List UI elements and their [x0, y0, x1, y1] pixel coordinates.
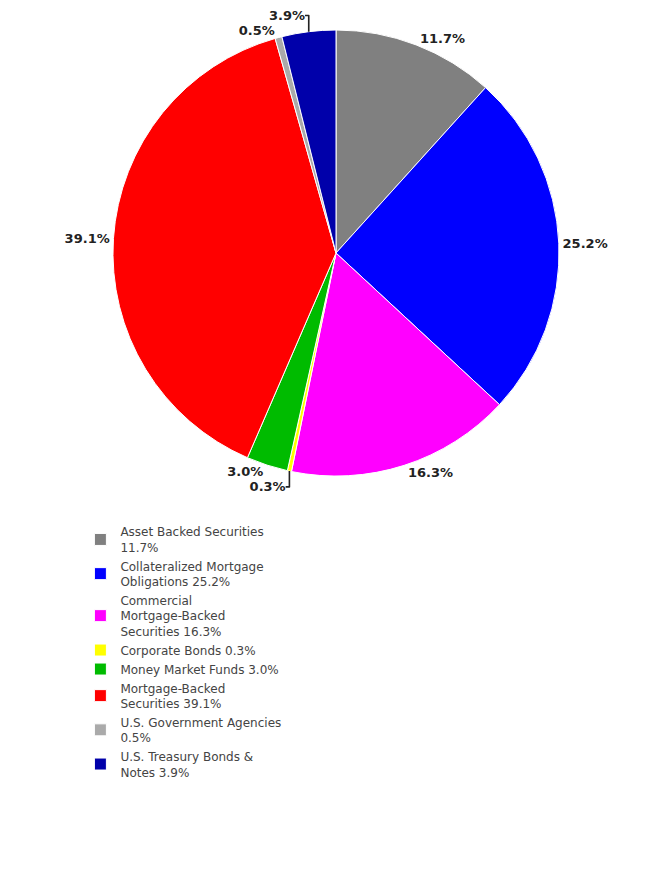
- svg-text:Asset Backed Securities11.7%: Asset Backed Securities11.7%: [120, 525, 263, 555]
- svg-text:Money Market Funds 3.0%: Money Market Funds 3.0%: [120, 663, 278, 677]
- svg-text:Corporate Bonds 0.3%: Corporate Bonds 0.3%: [120, 644, 255, 658]
- svg-text:0.5%: 0.5%: [239, 23, 275, 38]
- svg-text:25.2%: 25.2%: [563, 236, 608, 251]
- svg-text:CommercialMortgage-BackedSecur: CommercialMortgage-BackedSecurities 16.3…: [120, 594, 225, 639]
- svg-text:39.1%: 39.1%: [65, 231, 110, 246]
- svg-text:U.S. Treasury Bonds &Notes 3.9: U.S. Treasury Bonds &Notes 3.9%: [120, 750, 253, 780]
- svg-text:3.9%: 3.9%: [269, 8, 305, 23]
- svg-text:3.0%: 3.0%: [227, 464, 263, 479]
- svg-text:U.S. Government Agencies0.5%: U.S. Government Agencies0.5%: [120, 716, 281, 746]
- svg-text:16.3%: 16.3%: [408, 465, 453, 480]
- svg-text:Mortgage-BackedSecurities 39.1: Mortgage-BackedSecurities 39.1%: [120, 682, 225, 712]
- svg-text:11.7%: 11.7%: [420, 31, 465, 46]
- svg-text:0.3%: 0.3%: [250, 479, 286, 494]
- svg-text:Collateralized MortgageObligat: Collateralized MortgageObligations 25.2%: [120, 560, 263, 590]
